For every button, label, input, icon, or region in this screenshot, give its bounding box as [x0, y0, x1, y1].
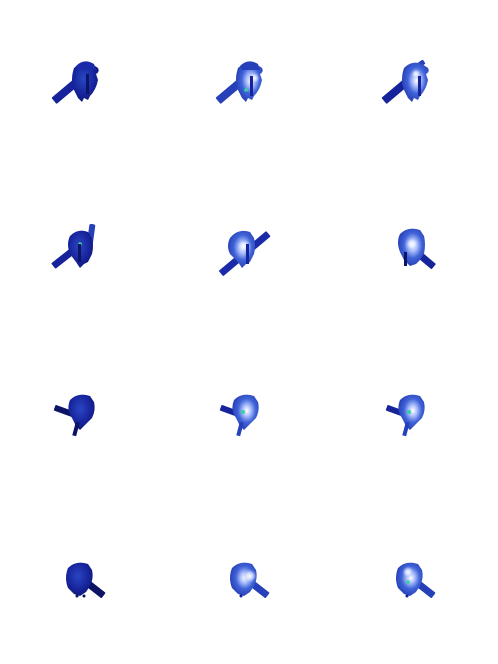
glow-highlight — [243, 569, 257, 583]
knight-foot — [82, 594, 86, 598]
sprite-frame-12 — [374, 548, 446, 620]
knight-sprite — [381, 59, 429, 104]
knight-sprite — [66, 562, 106, 598]
gem-icon — [406, 580, 410, 584]
knight-sprite — [230, 562, 270, 598]
glow-highlight — [248, 72, 260, 84]
knight-leg — [236, 421, 244, 437]
knight-arm — [250, 76, 253, 96]
knight-body — [66, 562, 93, 596]
knight-body — [402, 62, 429, 102]
sprite-frame-2 — [208, 50, 280, 122]
sprite-frame-4 — [44, 216, 116, 288]
knight-arm — [86, 74, 89, 94]
glow-highlight — [402, 566, 414, 578]
knight-sprite — [51, 223, 96, 269]
knight-body — [68, 394, 95, 430]
gem-icon — [244, 88, 248, 92]
weapon-shaft — [53, 405, 75, 417]
knight-leg — [402, 421, 410, 437]
glow-highlight — [405, 237, 419, 251]
sprite-frame-6 — [374, 216, 446, 288]
knight-sprite — [219, 230, 271, 276]
knight-arm — [246, 244, 249, 264]
knight-leg — [404, 252, 407, 266]
sprite-frame-10 — [44, 548, 116, 620]
sprite-frame-3 — [374, 50, 446, 122]
knight-body — [398, 394, 425, 430]
knight-sprite — [398, 228, 436, 269]
knight-foot — [239, 594, 243, 598]
sprite-frame-1 — [44, 50, 116, 122]
knight-foot — [405, 594, 409, 598]
knight-sprite — [215, 61, 263, 104]
knight-sprite — [385, 394, 425, 437]
knight-sprite — [51, 61, 99, 104]
sprite-frame-8 — [208, 382, 280, 454]
knight-leg — [72, 421, 80, 437]
knight-sprite — [53, 394, 95, 437]
sprite-frame-11 — [208, 548, 280, 620]
gem-icon — [407, 410, 411, 414]
knight-arm — [418, 76, 421, 96]
knight-arm — [78, 244, 81, 262]
knight-helmet — [76, 61, 96, 70]
knight-helmet — [240, 61, 260, 70]
gem-icon — [241, 410, 245, 414]
sprite-frame-9 — [374, 382, 446, 454]
knight-sprite — [396, 562, 436, 598]
sprite-frame-7 — [44, 382, 116, 454]
knight-foot — [75, 594, 79, 598]
sprite-frame-5 — [208, 216, 280, 288]
knight-body — [232, 394, 259, 430]
knight-body — [72, 62, 99, 102]
knight-sprite — [219, 394, 259, 437]
